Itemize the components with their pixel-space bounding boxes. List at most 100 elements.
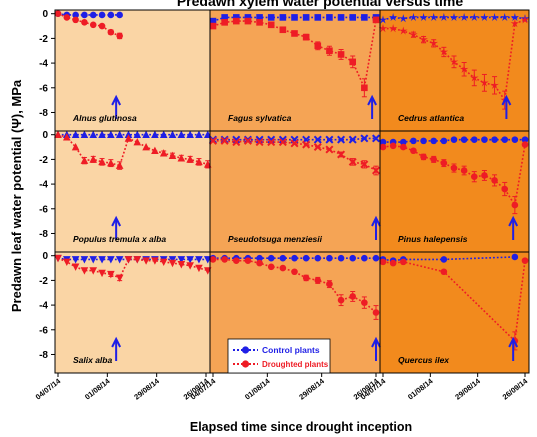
drought-point: [115, 161, 124, 169]
control-point: [450, 136, 458, 143]
drought-point: [314, 277, 322, 284]
drought-point: [89, 155, 98, 163]
control-point: [116, 11, 123, 19]
drought-point: [290, 139, 299, 148]
drought-point: [256, 259, 263, 267]
drought-point: [279, 264, 287, 272]
drought-point: [244, 257, 252, 264]
control-line: [212, 16, 376, 22]
species-label: Cedrus atlantica: [398, 113, 464, 123]
drought-point: [278, 138, 287, 147]
control-point: [72, 11, 79, 19]
panel-backgrounds: [55, 10, 529, 373]
y-tick-label: 0: [42, 130, 48, 141]
arrow-head: [367, 94, 378, 106]
control-point: [159, 130, 168, 139]
drought-point: [54, 130, 62, 139]
panel-4-series: [54, 130, 212, 240]
y-tick-label: -4: [39, 301, 48, 312]
control-point: [81, 11, 88, 19]
species-label: Alnus glutinosa: [72, 113, 137, 123]
drought-point: [177, 154, 186, 162]
control-point: [133, 130, 142, 139]
drought-point: [361, 84, 368, 92]
drought-point: [63, 258, 71, 266]
drought-point: [490, 80, 499, 89]
panel-bg-7: [55, 252, 210, 373]
control-point: [98, 256, 106, 264]
drought-point: [399, 143, 407, 151]
drought-point: [521, 141, 529, 148]
control-point: [267, 135, 276, 144]
y-tick-label: 0: [42, 251, 48, 262]
drought-point: [267, 21, 275, 29]
chart-title: Predawn xylem water potential versus tim…: [177, 0, 464, 9]
control-point: [186, 130, 194, 139]
data-series: [54, 10, 530, 361]
drought-point: [133, 138, 142, 146]
control-point: [501, 136, 509, 143]
control-point: [255, 135, 264, 144]
drought-point: [410, 147, 417, 155]
drought-point: [71, 142, 80, 151]
control-point: [279, 254, 287, 262]
control-point: [337, 254, 345, 262]
x-tick-label: 01/08/14: [243, 376, 272, 402]
drought-point: [349, 293, 357, 300]
control-point: [511, 136, 519, 143]
drought-point: [291, 268, 298, 276]
drought-point: [360, 160, 369, 169]
control-point: [500, 12, 509, 21]
drought-point: [168, 151, 177, 159]
panel-2-series: [209, 14, 380, 119]
drought-point: [267, 138, 276, 147]
drought-point: [449, 57, 459, 66]
drought-point: [371, 166, 381, 175]
control-point: [232, 135, 241, 144]
drought-point: [419, 35, 428, 44]
drought-point: [209, 256, 217, 263]
y-tick-label: -2: [39, 155, 48, 166]
control-point: [267, 14, 275, 21]
control-line: [57, 12, 120, 16]
control-point: [279, 14, 287, 21]
control-point: [71, 130, 80, 139]
arrow-head: [371, 336, 381, 348]
control-point: [440, 137, 448, 145]
x-tick-label: 26/09/14: [501, 376, 530, 402]
drought-point: [89, 21, 97, 29]
control-point: [481, 136, 488, 143]
drought-point: [168, 259, 177, 268]
control-point: [115, 130, 124, 139]
x-tick-label: 29/08/14: [297, 376, 326, 402]
control-point: [379, 138, 387, 146]
arrow-head: [371, 215, 381, 227]
control-point: [521, 136, 529, 143]
y-axis-title: Predawn leaf water potential (Ψ), MPa: [9, 79, 24, 312]
species-label: Quercus ilex: [398, 355, 450, 365]
drought-point: [302, 140, 311, 149]
control-point: [186, 256, 194, 264]
legend-drought-marker: [241, 360, 250, 368]
drought-point: [372, 16, 380, 24]
drought-point: [107, 28, 115, 36]
drought-point: [209, 22, 217, 30]
drought-point: [54, 254, 62, 263]
drought-point: [379, 143, 387, 151]
arrow-head: [508, 336, 519, 348]
drought-point: [337, 296, 345, 304]
drought-line: [213, 140, 377, 172]
control-point: [419, 12, 428, 21]
panel-bg-4: [55, 131, 210, 252]
drought-line: [382, 144, 526, 208]
drought-point: [232, 17, 240, 25]
control-point: [89, 256, 98, 264]
control-point: [168, 256, 177, 264]
drought-point: [244, 17, 252, 25]
control-point: [291, 14, 298, 21]
drought-point: [510, 19, 520, 28]
control-point: [420, 137, 427, 145]
drought-point: [279, 26, 287, 34]
control-point: [429, 12, 438, 21]
control-point: [326, 14, 333, 21]
